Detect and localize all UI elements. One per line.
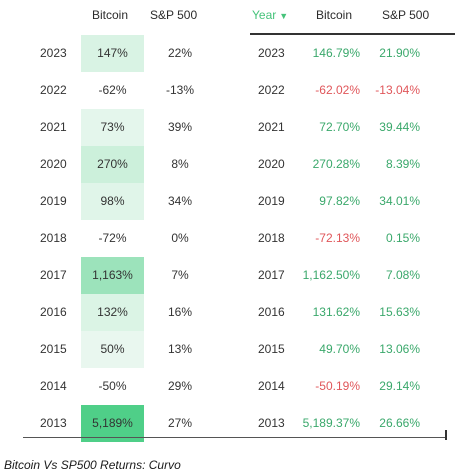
right-bitcoin-cell: -62.02% bbox=[315, 83, 360, 97]
right-year-cell: 2021 bbox=[258, 120, 285, 134]
left-header-bitcoin: Bitcoin bbox=[92, 8, 129, 22]
right-sp500-cell: 34.01% bbox=[379, 194, 420, 208]
left-year-cell: 2021 bbox=[40, 120, 67, 134]
left-bitcoin-cell: -50% bbox=[98, 379, 127, 393]
left-table-row: 2018 -72% 0% bbox=[0, 220, 225, 257]
caret-down-icon[interactable]: ▼ bbox=[279, 11, 289, 21]
right-table-row: 2016 131.62% 15.63% bbox=[250, 294, 455, 331]
figure-caption: Bitcoin Vs SP500 Returns: Curvo bbox=[4, 458, 181, 472]
left-table-row: 2015 50% 13% bbox=[0, 331, 225, 368]
right-year-cell: 2016 bbox=[258, 305, 285, 319]
right-header-underline bbox=[250, 33, 455, 35]
left-header-sp500: S&P 500 bbox=[150, 8, 198, 22]
right-bitcoin-cell: -50.19% bbox=[315, 379, 360, 393]
left-table-row: 2016 132% 16% bbox=[0, 294, 225, 331]
right-header-bitcoin: Bitcoin bbox=[316, 8, 353, 22]
right-year-cell: 2015 bbox=[258, 342, 285, 356]
left-year-cell: 2020 bbox=[40, 157, 67, 171]
left-bitcoin-cell: 73% bbox=[81, 109, 144, 146]
right-sp500-cell: 26.66% bbox=[379, 416, 420, 430]
left-table-row: 2022 -62% -13% bbox=[0, 72, 225, 109]
left-bitcoin-cell: 270% bbox=[81, 146, 144, 183]
right-table-row: 2021 72.70% 39.44% bbox=[250, 109, 455, 146]
right-table-row: 2013 5,189.37% 26.66% bbox=[250, 405, 455, 442]
right-bitcoin-cell: 146.79% bbox=[312, 46, 360, 60]
right-sp500-cell: 8.39% bbox=[385, 157, 420, 171]
left-bitcoin-cell: 50% bbox=[81, 331, 144, 368]
right-sp500-cell: -13.04% bbox=[375, 83, 420, 97]
left-table-row: 2019 98% 34% bbox=[0, 183, 225, 220]
left-table-row: 2020 270% 8% bbox=[0, 146, 225, 183]
right-header-year[interactable]: Year ▼ bbox=[252, 8, 288, 22]
left-bitcoin-cell: -62% bbox=[98, 83, 127, 97]
left-bitcoin-cell: 98% bbox=[81, 183, 144, 220]
right-bitcoin-cell: -72.13% bbox=[315, 231, 360, 245]
right-bitcoin-cell: 131.62% bbox=[312, 305, 360, 319]
right-bitcoin-cell: 72.70% bbox=[319, 120, 360, 134]
right-bitcoin-cell: 270.28% bbox=[312, 157, 360, 171]
right-bitcoin-cell: 49.70% bbox=[319, 342, 360, 356]
right-year-cell: 2017 bbox=[258, 268, 285, 282]
left-sp500-cell: 27% bbox=[167, 416, 193, 430]
right-sp500-cell: 29.14% bbox=[379, 379, 420, 393]
left-year-cell: 2023 bbox=[40, 46, 67, 60]
left-year-cell: 2022 bbox=[40, 83, 67, 97]
right-table-row: 2022 -62.02% -13.04% bbox=[250, 72, 455, 109]
left-year-cell: 2017 bbox=[40, 268, 67, 282]
left-bitcoin-cell: 132% bbox=[81, 294, 144, 331]
right-bitcoin-cell: 97.82% bbox=[319, 194, 360, 208]
left-year-cell: 2019 bbox=[40, 194, 67, 208]
right-year-cell: 2014 bbox=[258, 379, 285, 393]
right-table-row: 2017 1,162.50% 7.08% bbox=[250, 257, 455, 294]
right-year-cell: 2020 bbox=[258, 157, 285, 171]
left-sp500-cell: 34% bbox=[167, 194, 193, 208]
left-sp500-cell: 16% bbox=[167, 305, 193, 319]
right-bitcoin-cell: 1,162.50% bbox=[302, 268, 360, 282]
left-table-row: 2014 -50% 29% bbox=[0, 368, 225, 405]
right-sp500-cell: 0.15% bbox=[385, 231, 420, 245]
right-sp500-cell: 7.08% bbox=[385, 268, 420, 282]
right-sp500-cell: 13.06% bbox=[379, 342, 420, 356]
left-bitcoin-cell: 5,189% bbox=[81, 405, 144, 442]
bottom-rule bbox=[23, 437, 446, 438]
year-sort-label[interactable]: Year bbox=[252, 8, 277, 22]
right-year-cell: 2019 bbox=[258, 194, 285, 208]
right-year-cell: 2018 bbox=[258, 231, 285, 245]
left-table-row: 2023 147% 22% bbox=[0, 35, 225, 72]
left-sp500-cell: 13% bbox=[167, 342, 193, 356]
left-year-cell: 2015 bbox=[40, 342, 67, 356]
left-year-cell: 2016 bbox=[40, 305, 67, 319]
right-sp500-cell: 21.90% bbox=[379, 46, 420, 60]
left-sp500-cell: 0% bbox=[171, 231, 189, 245]
left-table-row: 2021 73% 39% bbox=[0, 109, 225, 146]
right-sp500-cell: 15.63% bbox=[379, 305, 420, 319]
left-year-cell: 2018 bbox=[40, 231, 67, 245]
left-year-cell: 2013 bbox=[40, 416, 67, 430]
left-sp500-cell: 39% bbox=[167, 120, 193, 134]
right-table-row: 2023 146.79% 21.90% bbox=[250, 35, 455, 72]
right-bitcoin-cell: 5,189.37% bbox=[302, 416, 360, 430]
left-bitcoin-cell: 147% bbox=[81, 35, 144, 72]
right-table-row: 2019 97.82% 34.01% bbox=[250, 183, 455, 220]
scroll-end-marker bbox=[445, 430, 447, 440]
right-table-row: 2014 -50.19% 29.14% bbox=[250, 368, 455, 405]
left-year-cell: 2014 bbox=[40, 379, 67, 393]
right-table-row: 2018 -72.13% 0.15% bbox=[250, 220, 455, 257]
left-sp500-cell: 22% bbox=[167, 46, 193, 60]
right-table-row: 2015 49.70% 13.06% bbox=[250, 331, 455, 368]
right-year-cell: 2013 bbox=[258, 416, 285, 430]
right-year-cell: 2023 bbox=[258, 46, 285, 60]
left-sp500-cell: 8% bbox=[171, 157, 189, 171]
left-table-row: 2017 1,163% 7% bbox=[0, 257, 225, 294]
right-sp500-cell: 39.44% bbox=[379, 120, 420, 134]
left-sp500-cell: -13% bbox=[165, 83, 194, 97]
left-table-row: 2013 5,189% 27% bbox=[0, 405, 225, 442]
right-header-sp500: S&P 500 bbox=[382, 8, 430, 22]
left-sp500-cell: 7% bbox=[171, 268, 189, 282]
left-bitcoin-cell: -72% bbox=[98, 231, 127, 245]
left-bitcoin-cell: 1,163% bbox=[81, 257, 144, 294]
right-table-row: 2020 270.28% 8.39% bbox=[250, 146, 455, 183]
right-year-cell: 2022 bbox=[258, 83, 285, 97]
left-sp500-cell: 29% bbox=[167, 379, 193, 393]
